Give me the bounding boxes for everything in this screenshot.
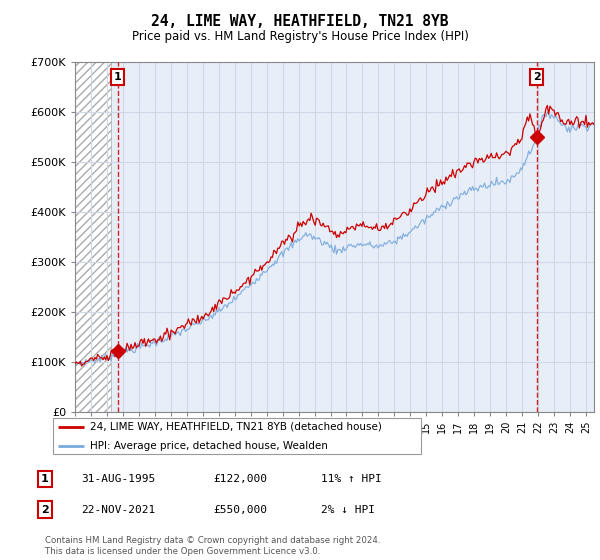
Text: 11% ↑ HPI: 11% ↑ HPI	[321, 474, 382, 484]
Text: 24, LIME WAY, HEATHFIELD, TN21 8YB (detached house): 24, LIME WAY, HEATHFIELD, TN21 8YB (deta…	[90, 422, 382, 432]
Text: 2: 2	[41, 505, 49, 515]
Text: £122,000: £122,000	[213, 474, 267, 484]
Text: 31-AUG-1995: 31-AUG-1995	[81, 474, 155, 484]
Text: 1: 1	[114, 72, 122, 82]
Text: 2% ↓ HPI: 2% ↓ HPI	[321, 505, 375, 515]
Text: HPI: Average price, detached house, Wealden: HPI: Average price, detached house, Weal…	[90, 441, 328, 450]
Text: £550,000: £550,000	[213, 505, 267, 515]
Text: 24, LIME WAY, HEATHFIELD, TN21 8YB: 24, LIME WAY, HEATHFIELD, TN21 8YB	[151, 14, 449, 29]
Text: 2: 2	[533, 72, 541, 82]
Text: 1: 1	[41, 474, 49, 484]
Text: 22-NOV-2021: 22-NOV-2021	[81, 505, 155, 515]
FancyBboxPatch shape	[53, 418, 421, 454]
Text: Price paid vs. HM Land Registry's House Price Index (HPI): Price paid vs. HM Land Registry's House …	[131, 30, 469, 43]
Text: Contains HM Land Registry data © Crown copyright and database right 2024.
This d: Contains HM Land Registry data © Crown c…	[45, 536, 380, 556]
